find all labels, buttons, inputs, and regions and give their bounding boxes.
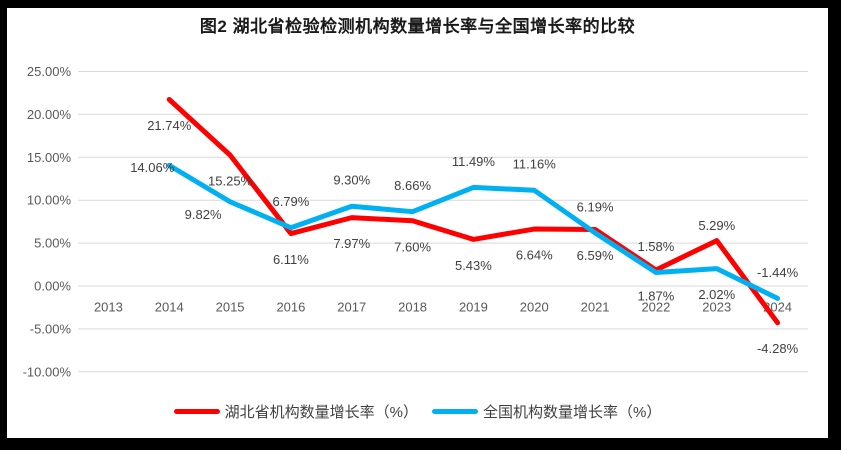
data-point-label: 11.49% — [452, 154, 496, 169]
data-point-label: 15.25% — [208, 174, 253, 189]
data-point-label: 6.64% — [516, 248, 553, 263]
x-axis-tick-label: 2014 — [155, 300, 184, 315]
y-axis-tick-label: 10.00% — [27, 193, 72, 208]
x-axis-tick-label: 2021 — [581, 300, 610, 315]
data-point-label: 1.58% — [637, 239, 674, 254]
data-point-label: 5.43% — [455, 258, 492, 273]
data-point-label: 6.79% — [272, 194, 309, 209]
hubei-series-label: 湖北省机构数量增长率（%） — [224, 403, 418, 421]
x-axis-tick-label: 2018 — [398, 300, 427, 315]
hubei-series-swatch — [173, 408, 220, 414]
data-point-label: 5.29% — [698, 218, 735, 233]
chart-legend: 湖北省机构数量增长率（%） 全国机构数量增长率（%） — [7, 398, 828, 424]
line-chart-plot-area: 25.00% 20.00% 15.00% 10.00% 5.00% 0.00% -5.00%… — [23, 64, 808, 379]
legend-item-national: 全国机构数量增长率（%） — [432, 401, 661, 422]
y-axis-tick-label: -5.00% — [30, 321, 72, 336]
legend-item-hubei: 湖北省机构数量增长率（%） — [173, 401, 418, 422]
x-axis-tick-label: 2017 — [337, 300, 366, 315]
y-axis-tick-label: 15.00% — [27, 150, 72, 165]
data-point-label: 14.06% — [130, 160, 175, 175]
national-series-label: 全国机构数量增长率（%） — [483, 403, 662, 421]
data-point-label: 1.87% — [637, 288, 674, 303]
y-axis-tick-label: 25.00% — [27, 64, 72, 79]
x-axis-tick-label: 2023 — [702, 300, 731, 315]
data-point-label: 7.60% — [394, 239, 431, 254]
x-axis-tick-label: 2020 — [520, 300, 549, 315]
chart-canvas: 图2 湖北省检验检测机构数量增长率与全国增长率的比较 25.00% 20.00% 1… — [7, 8, 828, 438]
y-axis-tick-label: 0.00% — [34, 279, 71, 294]
x-axis-tick-label: 2022 — [641, 300, 670, 315]
data-point-label: -1.44% — [757, 265, 799, 280]
data-point-label: 6.19% — [577, 199, 614, 214]
data-point-label: 6.11% — [273, 252, 309, 267]
data-point-label: -4.28% — [757, 341, 799, 356]
data-point-label: 2.02% — [698, 287, 735, 302]
x-axis-tick-label: 2019 — [459, 300, 488, 315]
data-point-label: 9.30% — [333, 173, 370, 188]
x-axis-tick-label: 2013 — [94, 300, 123, 315]
data-point-label: 21.74% — [147, 118, 192, 133]
x-axis-tick-label: 2015 — [216, 300, 245, 315]
national-growth-line — [166, 162, 781, 301]
y-axis-tick-label: 20.00% — [27, 107, 72, 122]
chart-title: 图2 湖北省检验检测机构数量增长率与全国增长率的比较 — [199, 17, 636, 36]
hubei-growth-line — [166, 96, 781, 326]
data-point-label: 9.82% — [185, 207, 222, 222]
y-axis-tick-label: 5.00% — [34, 236, 71, 251]
data-point-label: 7.97% — [333, 236, 370, 251]
national-series-swatch — [432, 408, 478, 414]
y-axis-tick-label: -10.00% — [23, 364, 72, 379]
data-point-label: 6.59% — [577, 248, 614, 263]
x-axis-tick-label: 2016 — [276, 300, 305, 315]
data-point-label: 11.16% — [513, 157, 557, 172]
data-point-label: 8.66% — [394, 178, 431, 193]
